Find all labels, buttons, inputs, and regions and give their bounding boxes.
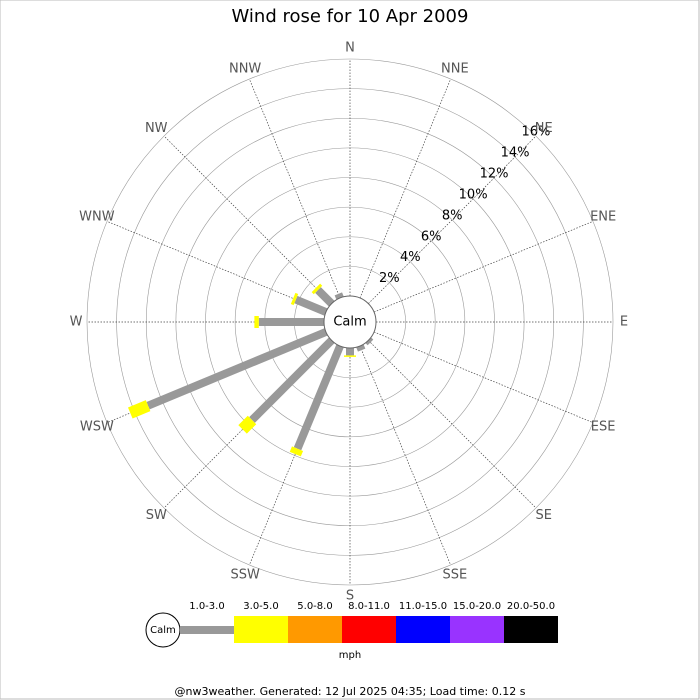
r-tick-label: 12% xyxy=(480,166,509,181)
legend-label: 15.0-20.0 xyxy=(453,601,501,612)
bar-segment xyxy=(290,292,299,306)
direction-label: SE xyxy=(536,508,552,523)
spoke xyxy=(368,135,537,304)
spoke xyxy=(163,135,332,304)
legend-label: 1.0-3.0 xyxy=(189,601,224,612)
spoke xyxy=(373,331,594,423)
r-tick-label: 4% xyxy=(400,250,421,265)
legend-label: 5.0-8.0 xyxy=(297,601,332,612)
direction-label: ENE xyxy=(590,210,616,225)
spoke xyxy=(368,340,537,509)
r-tick-label: 2% xyxy=(379,271,400,286)
ring xyxy=(86,58,614,586)
bar-segment xyxy=(249,337,335,423)
bar-segment xyxy=(146,328,328,410)
r-tick-label: 10% xyxy=(459,187,488,202)
direction-label: N xyxy=(345,41,355,56)
direction-label: NNW xyxy=(229,61,261,76)
spoke xyxy=(106,221,327,313)
calm-label: Calm xyxy=(333,315,366,330)
legend-label: 3.0-5.0 xyxy=(243,601,278,612)
bar-segment xyxy=(289,446,304,457)
legend-swatch xyxy=(504,616,558,643)
direction-label: ESE xyxy=(591,419,616,434)
bar-segment xyxy=(127,400,151,419)
legend-label: 8.0-11.0 xyxy=(348,601,390,612)
legend-swatch xyxy=(288,616,342,643)
r-tick-label: 14% xyxy=(501,145,530,160)
direction-label: W xyxy=(70,315,83,330)
legend-swatch xyxy=(180,626,235,634)
legend-swatch xyxy=(342,616,396,643)
legend-swatch xyxy=(450,616,504,643)
direction-label: S xyxy=(346,589,354,604)
spoke xyxy=(359,78,451,299)
direction-label: E xyxy=(620,315,628,330)
r-tick-label: 6% xyxy=(421,229,442,244)
legend-label: 11.0-15.0 xyxy=(399,601,447,612)
bar-segment xyxy=(293,344,344,451)
direction-label: SSW xyxy=(230,568,260,583)
footer: @nw3weather. Generated: 12 Jul 2025 04:3… xyxy=(175,685,526,698)
bar-segment xyxy=(294,295,328,316)
direction-label: NE xyxy=(535,121,553,136)
spoke xyxy=(373,221,594,313)
direction-label: NW xyxy=(145,121,168,136)
bar-segment xyxy=(311,283,323,295)
spoke xyxy=(249,78,341,299)
r-tick-label: 8% xyxy=(442,208,463,223)
bar-segment xyxy=(315,287,335,307)
legend-swatch xyxy=(234,616,288,643)
spoke xyxy=(359,345,451,566)
direction-label: NNE xyxy=(441,61,469,76)
bar-segment xyxy=(238,415,257,434)
r-tick-label: 16% xyxy=(522,125,551,140)
bar-segment xyxy=(356,344,366,352)
direction-label: SSE xyxy=(442,568,467,583)
direction-label: WSW xyxy=(80,419,114,434)
unit-label: mph xyxy=(339,650,361,661)
legend-calm-label: Calm xyxy=(150,625,176,636)
direction-label: SW xyxy=(146,508,167,523)
chart-title: Wind rose for 10 Apr 2009 xyxy=(232,6,469,27)
legend-swatch xyxy=(396,616,450,643)
direction-label: WNW xyxy=(79,210,115,225)
legend-label: 20.0-50.0 xyxy=(507,601,555,612)
ring xyxy=(234,206,466,438)
bar-segment xyxy=(334,292,344,300)
calm-circle xyxy=(323,295,377,349)
